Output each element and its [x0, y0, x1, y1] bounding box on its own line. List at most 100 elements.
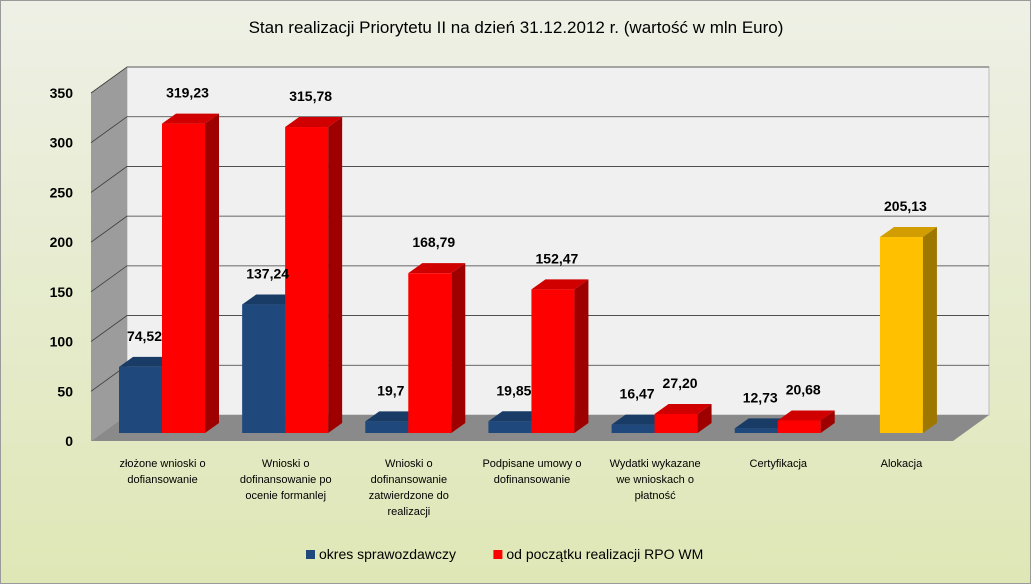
category-label-line: realizacji — [387, 506, 430, 518]
bar — [777, 410, 835, 433]
y-axis-ticks: 0 50 100 150 200 250 300 350 — [50, 85, 74, 449]
y-tick-label: 350 — [50, 85, 74, 101]
bar-side — [205, 113, 219, 433]
y-tick-label: 200 — [50, 234, 74, 250]
gridline — [90, 265, 989, 293]
category-label: Wnioski o dofinansowanie po ocenie formanl… — [240, 458, 332, 502]
category-label: złożone wnioski o dofiansowanie — [119, 458, 205, 486]
bar-top — [365, 411, 423, 422]
y-tick-label: 50 — [57, 383, 73, 399]
bar-front — [162, 123, 205, 433]
side-wall — [91, 67, 127, 441]
y-tick-label: 250 — [50, 184, 74, 200]
bar-front — [879, 237, 923, 433]
chart-title: Stan realizacji Priorytetu II na dzień 3… — [249, 18, 784, 37]
legend-swatch — [306, 550, 315, 559]
category-label-line: we wnioskach o — [615, 474, 694, 486]
data-label: 19,85 — [496, 382, 531, 398]
bar-top — [488, 411, 546, 422]
bar-side — [922, 227, 937, 433]
category-label-line: dofinansowanie — [371, 474, 447, 486]
bar-top — [119, 356, 176, 367]
legend: okres sprawozdawczy od początku realizacj… — [306, 546, 703, 562]
category-label: Podpisane umowy o dofinansowanie — [482, 458, 581, 486]
bar-side — [574, 279, 589, 433]
bar-front — [242, 304, 286, 433]
y-tick-label: 0 — [65, 433, 73, 449]
category-label-line: złożone wnioski o — [119, 458, 205, 470]
legend-label: od początku realizacji RPO WM — [506, 546, 703, 562]
category-label: Wnioski o dofinansowanie zatwierdzone do re… — [369, 458, 449, 518]
data-label: 19,7 — [377, 382, 404, 398]
category-label: Wydatki wykazane we wnioskach o płatność — [610, 458, 701, 502]
bar-front — [777, 420, 821, 433]
bar-top — [285, 117, 343, 128]
bar — [531, 279, 589, 433]
bar-side — [697, 403, 712, 433]
bar-top — [408, 263, 466, 274]
gridlines — [90, 66, 989, 392]
data-label: 319,23 — [166, 85, 209, 101]
bar-front — [119, 366, 162, 433]
gridline — [90, 315, 989, 342]
y-tick-label: 150 — [50, 284, 74, 300]
bar-side — [820, 410, 835, 433]
data-label: 168,79 — [412, 234, 455, 250]
legend-label: okres sprawozdawczy — [319, 546, 456, 562]
category-label-line: dofiansowanie — [127, 474, 197, 486]
gridline — [90, 66, 989, 94]
category-labels: złożone wnioski o dofiansowanie Wnioski o d… — [119, 458, 923, 518]
bar-side — [451, 263, 466, 433]
data-label: 12,73 — [743, 389, 778, 405]
bar-front — [285, 127, 329, 433]
data-label: 315,78 — [289, 88, 332, 104]
category-label: Certyfikacja — [750, 458, 808, 470]
category-label-line: Alokacja — [881, 458, 923, 470]
category-label-line: dofinansowanie po — [240, 474, 332, 486]
bar-front — [611, 424, 655, 433]
category-label-line: Wnioski o — [262, 458, 310, 470]
bar-front — [734, 428, 778, 433]
y-tick-label: 300 — [50, 135, 74, 151]
category-label-line: Certyfikacja — [750, 458, 808, 470]
data-label: 137,24 — [246, 266, 289, 282]
bar — [654, 403, 712, 433]
data-label: 27,20 — [663, 375, 698, 391]
bar-top — [777, 410, 835, 421]
bar — [162, 113, 219, 433]
category-label-line: Wydatki wykazane — [610, 458, 701, 470]
category-label-line: Wnioski o — [385, 458, 433, 470]
bar-top — [242, 294, 300, 305]
bar-front — [408, 273, 452, 433]
data-label: 20,68 — [786, 381, 821, 397]
category-label-line: płatność — [635, 490, 676, 502]
category-label: Alokacja — [881, 458, 923, 470]
bar-side — [328, 117, 343, 433]
bar — [285, 117, 343, 433]
bar-front — [531, 289, 575, 433]
bar-front — [488, 421, 532, 433]
category-label-line: dofinansowanie — [494, 474, 570, 486]
bars — [119, 113, 937, 433]
y-tick-label: 100 — [50, 334, 74, 350]
bar-top — [734, 418, 792, 429]
bar-front — [654, 413, 698, 433]
bar — [408, 263, 466, 433]
bar-top — [531, 279, 589, 290]
gridline — [90, 166, 989, 193]
gridline — [90, 215, 989, 243]
legend-swatch — [493, 550, 503, 559]
category-label-line: Podpisane umowy o — [482, 458, 581, 470]
data-label: 74,52 — [127, 328, 162, 344]
data-label: 16,47 — [620, 386, 655, 402]
bar-top — [879, 227, 937, 238]
bar-top — [611, 414, 669, 425]
bar-front — [365, 421, 409, 433]
data-label: 152,47 — [536, 250, 579, 266]
bar-top — [162, 113, 219, 124]
gridline — [90, 116, 989, 144]
bar-top — [654, 403, 712, 414]
category-label-line: ocenie formanlej — [245, 490, 326, 502]
